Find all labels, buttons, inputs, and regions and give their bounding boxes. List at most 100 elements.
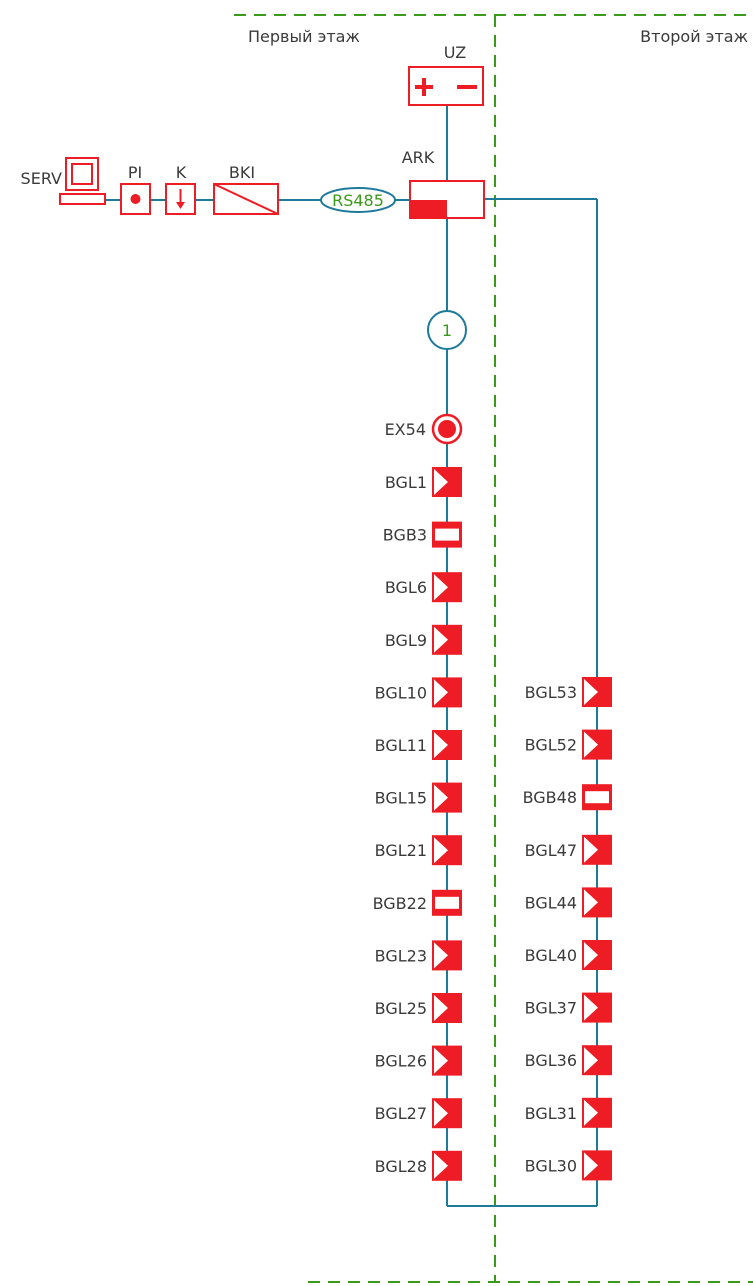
left-device-bgl1: BGL1 [385, 467, 462, 497]
left-device-bgl26: BGL26 [375, 1045, 462, 1076]
keyboard-icon [59, 193, 106, 205]
right-device-bgl31: BGL31 [525, 1097, 612, 1128]
left-device-bgl25: BGL25 [375, 993, 462, 1023]
loop-number: 1 [442, 321, 452, 340]
right-device-bgb48: BGB48 [523, 784, 612, 811]
detector-notch [584, 889, 598, 916]
detector-notch [434, 574, 448, 601]
detector-notch [434, 1047, 448, 1074]
device-label: BGL1 [385, 473, 427, 492]
left-device-column: BGL1 BGB3 BGL6 BGL9 BGL10 BGL11 BGL15 BGL21 BGB2… [373, 467, 462, 1181]
left-device-bgl28: BGL28 [375, 1150, 462, 1181]
device-label: BGL44 [525, 893, 577, 912]
detector-notch [584, 1152, 598, 1179]
right-device-bgl47: BGL47 [525, 834, 612, 865]
breaker-window [585, 791, 609, 804]
device-label: BGB48 [523, 788, 577, 807]
bki-box [213, 183, 279, 215]
device-label: BGL31 [525, 1104, 577, 1123]
detector-notch [584, 1047, 598, 1074]
bki-label: BKI [229, 163, 255, 182]
pi-device: PI [120, 163, 151, 215]
detector-notch [584, 836, 598, 863]
right-device-column: BGL53 BGL52 BGB48 BGL47 BGL44 BGL40 BGL37 BGL36… [523, 677, 612, 1181]
left-device-bgl10: BGL10 [375, 677, 462, 708]
k-box [165, 183, 196, 215]
detector-notch [434, 1152, 448, 1179]
left-device-bgl6: BGL6 [385, 572, 462, 603]
device-label: BGL37 [525, 999, 577, 1018]
device-label: BGL6 [385, 578, 427, 597]
uz-device: UZ [408, 43, 484, 106]
detector-notch [584, 679, 598, 705]
breaker-window [435, 528, 459, 541]
ark-label: ARK [402, 148, 435, 167]
detector-notch [434, 679, 448, 706]
bki-diagonal [213, 183, 279, 215]
second-floor-label: Второй этаж [640, 27, 748, 46]
uz-box [408, 66, 484, 106]
detector-notch [434, 837, 448, 864]
device-label: BGL52 [525, 736, 577, 755]
detector-notch [434, 1100, 448, 1127]
detector-notch [434, 784, 448, 811]
serv-label: SERV [21, 169, 63, 188]
detector-notch [434, 469, 448, 495]
ex54-inner-dot-icon [438, 420, 456, 438]
left-device-bgl9: BGL9 [385, 624, 462, 655]
bki-device: BKI [213, 163, 279, 215]
device-label: BGL27 [375, 1104, 427, 1123]
left-device-bgb22: BGB22 [373, 889, 462, 916]
left-device-bgl27: BGL27 [375, 1098, 462, 1129]
detector-notch [584, 994, 598, 1021]
k-arrow-head-icon [176, 202, 185, 209]
detector-notch [584, 942, 598, 968]
right-device-bgl53: BGL53 [525, 677, 612, 707]
device-label: BGL40 [525, 946, 577, 965]
rs485-ellipse [320, 187, 396, 213]
device-label: BGL36 [525, 1051, 577, 1070]
uz-label: UZ [444, 43, 466, 62]
k-device: K [165, 163, 196, 215]
device-label: BGB22 [373, 894, 427, 913]
detector-notch [434, 626, 448, 653]
first-floor-label: Первый этаж [248, 27, 360, 46]
device-label: BGL47 [525, 841, 577, 860]
device-label: BGL15 [375, 789, 427, 808]
detector-notch [434, 942, 448, 969]
device-label: BGL25 [375, 999, 427, 1018]
device-label: BGL53 [525, 683, 577, 702]
right-device-bgl36: BGL36 [525, 1045, 612, 1076]
device-label: BGL26 [375, 1052, 427, 1071]
left-device-bgl11: BGL11 [375, 730, 462, 760]
left-device-bgl21: BGL21 [375, 835, 462, 866]
right-device-bgl44: BGL44 [525, 887, 612, 918]
ark-block-icon [410, 200, 447, 218]
right-device-bgl40: BGL40 [525, 940, 612, 970]
monitor-icon [65, 157, 99, 191]
device-label: BGB3 [383, 526, 427, 545]
device-label: BGL21 [375, 841, 427, 860]
device-label: BGL23 [375, 946, 427, 965]
rs485-bus: RS485 [320, 187, 396, 213]
rs485-label: RS485 [332, 191, 384, 210]
plus-icon-v [422, 78, 426, 96]
left-device-bgb3: BGB3 [383, 521, 462, 548]
floor-boundaries [234, 14, 753, 1283]
device-label: BGL10 [375, 683, 427, 702]
ex54-device: EX54 [385, 413, 463, 445]
device-label: BGL11 [375, 736, 427, 755]
detector-notch [584, 731, 598, 758]
breaker-window [435, 896, 459, 909]
loop-marker: 1 [427, 310, 467, 350]
detector-notch [434, 995, 448, 1021]
right-device-bgl52: BGL52 [525, 729, 612, 760]
serv-device: SERV [21, 157, 106, 205]
device-label: BGL30 [525, 1156, 577, 1175]
loop-circle [427, 310, 467, 350]
detector-notch [584, 1099, 598, 1126]
device-label: BGL28 [375, 1157, 427, 1176]
wiring [105, 105, 598, 1207]
minus-icon [457, 85, 477, 89]
pi-box [120, 183, 151, 215]
